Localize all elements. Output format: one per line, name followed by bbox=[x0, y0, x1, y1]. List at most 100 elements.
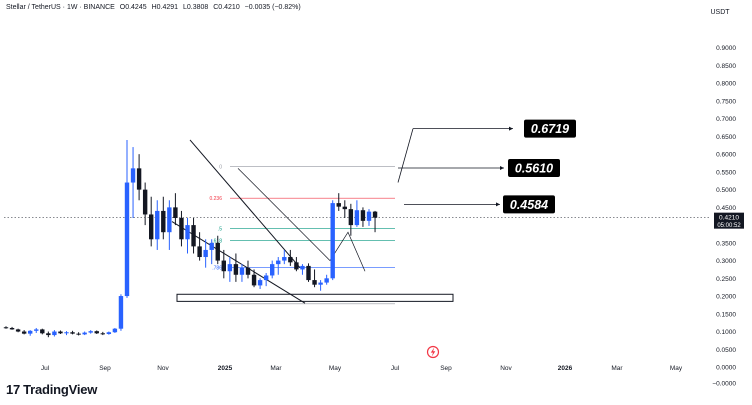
candle-body bbox=[276, 260, 281, 265]
target-arrow-head bbox=[496, 202, 500, 207]
candle-body bbox=[366, 211, 372, 221]
candle-body bbox=[185, 225, 190, 240]
time-tick-label: May bbox=[329, 365, 342, 372]
candle-body bbox=[136, 168, 142, 190]
time-tick-label: Nov bbox=[157, 365, 169, 372]
candle-body bbox=[94, 331, 99, 334]
candle-body bbox=[118, 296, 124, 329]
candle-body bbox=[312, 280, 317, 285]
candle-body bbox=[354, 210, 360, 226]
candle-body bbox=[76, 333, 81, 335]
fib-level-label: .5 bbox=[218, 227, 222, 233]
candle-body bbox=[46, 333, 51, 336]
price-tick-label: 0.5000 bbox=[716, 187, 736, 194]
candle-body bbox=[360, 210, 366, 221]
target-path-line bbox=[397, 128, 414, 183]
price-axis[interactable]: 0.9000 0.8500 0.8000 0.7500 0.7000 0.6500 0.60… bbox=[712, 45, 744, 388]
time-tick-label: Jul bbox=[391, 365, 400, 372]
candle-body bbox=[28, 330, 33, 334]
candle-body bbox=[294, 262, 299, 270]
candle-body bbox=[179, 218, 184, 240]
candle-body bbox=[306, 265, 311, 281]
current-price-tag bbox=[714, 212, 744, 229]
candle-body bbox=[245, 267, 251, 275]
candle-body bbox=[263, 275, 269, 281]
logo-text: TradingView bbox=[23, 382, 98, 397]
candle-body bbox=[191, 225, 196, 247]
target-label-box[interactable] bbox=[508, 158, 560, 177]
ohlc-high: H0.4291 bbox=[151, 4, 179, 11]
bar-countdown: 05:00:52 bbox=[717, 223, 741, 229]
fib-level-label: 0 bbox=[219, 165, 222, 171]
candle-body bbox=[348, 209, 354, 226]
candle-body bbox=[70, 332, 75, 334]
candle-body bbox=[88, 331, 93, 333]
candle-body bbox=[251, 274, 257, 286]
time-tick-label: Mar bbox=[270, 365, 282, 372]
price-tick-label: 0.7000 bbox=[716, 116, 736, 123]
time-tick-label: 2025 bbox=[218, 365, 233, 372]
candle-body bbox=[9, 327, 15, 330]
target-label-text: 0.6719 bbox=[531, 122, 569, 136]
time-tick-label: May bbox=[670, 365, 683, 372]
candle-body bbox=[336, 203, 341, 207]
ohlc-low: L0.3808 bbox=[182, 4, 209, 11]
candle-body bbox=[52, 331, 57, 336]
candle-body bbox=[40, 329, 45, 334]
candle-body bbox=[124, 182, 130, 297]
logo-mark-icon: 17 bbox=[6, 382, 21, 397]
candle-body bbox=[227, 264, 233, 272]
price-tick-label: 0.2000 bbox=[716, 294, 736, 301]
fib-level-label: .786 bbox=[212, 266, 222, 272]
candle-body bbox=[270, 264, 275, 276]
candle-body bbox=[106, 332, 112, 335]
candle-body bbox=[342, 206, 347, 210]
candle-body bbox=[282, 257, 287, 261]
time-tick-label: Sep bbox=[440, 365, 452, 372]
time-tick-label: Jul bbox=[41, 365, 50, 372]
price-tick-label: 0.8000 bbox=[716, 81, 736, 88]
candle-body bbox=[221, 260, 226, 272]
target-label-box[interactable] bbox=[503, 195, 555, 214]
candle-body bbox=[330, 203, 335, 279]
fib-level-label: 0.236 bbox=[209, 196, 222, 202]
tradingview-logo[interactable]: 17 TradingView bbox=[6, 382, 97, 397]
price-tick-label: 0.3500 bbox=[716, 240, 736, 247]
candle-body bbox=[130, 168, 136, 183]
candle-body bbox=[239, 267, 245, 275]
candle-body bbox=[100, 333, 105, 335]
candle-body bbox=[112, 328, 118, 333]
price-tick-label: 0.8500 bbox=[716, 63, 736, 70]
price-tick-label: 0.2500 bbox=[716, 276, 736, 283]
candle-body bbox=[288, 257, 293, 263]
price-tick-label: 0.0500 bbox=[716, 347, 736, 354]
candle-body bbox=[167, 207, 172, 233]
target-label-text: 0.4584 bbox=[510, 198, 548, 212]
candle-body bbox=[155, 210, 160, 240]
symbol-label[interactable]: Stellar / TetherUS · 1W · BINANCE bbox=[6, 4, 115, 11]
candle-body bbox=[142, 189, 148, 215]
time-axis[interactable]: Jul Sep Nov 2025 Mar May Jul Sep Nov 2026 Mar May bbox=[41, 365, 683, 372]
trend-line bbox=[237, 168, 331, 261]
candle-body bbox=[300, 265, 305, 270]
target-label-box[interactable] bbox=[524, 119, 576, 138]
candle-body bbox=[173, 207, 178, 219]
ohlc-close: C0.4210 bbox=[213, 4, 240, 11]
price-tick-label: 0.1500 bbox=[716, 311, 736, 318]
price-tick-label: 0.1000 bbox=[716, 329, 736, 336]
current-price-value: 0.4210 bbox=[719, 215, 739, 222]
candle-body bbox=[324, 278, 329, 283]
candle-body bbox=[318, 282, 323, 285]
price-tick-label: 0.0000 bbox=[716, 365, 736, 372]
flash-icon[interactable] bbox=[426, 345, 440, 359]
candle-body bbox=[149, 214, 154, 240]
candle-body bbox=[203, 249, 208, 258]
target-arrow-head bbox=[500, 165, 504, 170]
accumulation-box bbox=[176, 293, 454, 302]
price-tick-label: 0.4500 bbox=[716, 205, 736, 212]
candle-body bbox=[215, 242, 220, 261]
time-tick-label: Nov bbox=[500, 365, 512, 372]
price-tick-label: 0.9000 bbox=[716, 45, 736, 52]
annotation-labels: 0.6719 0.5610 0.4584 bbox=[397, 119, 576, 214]
